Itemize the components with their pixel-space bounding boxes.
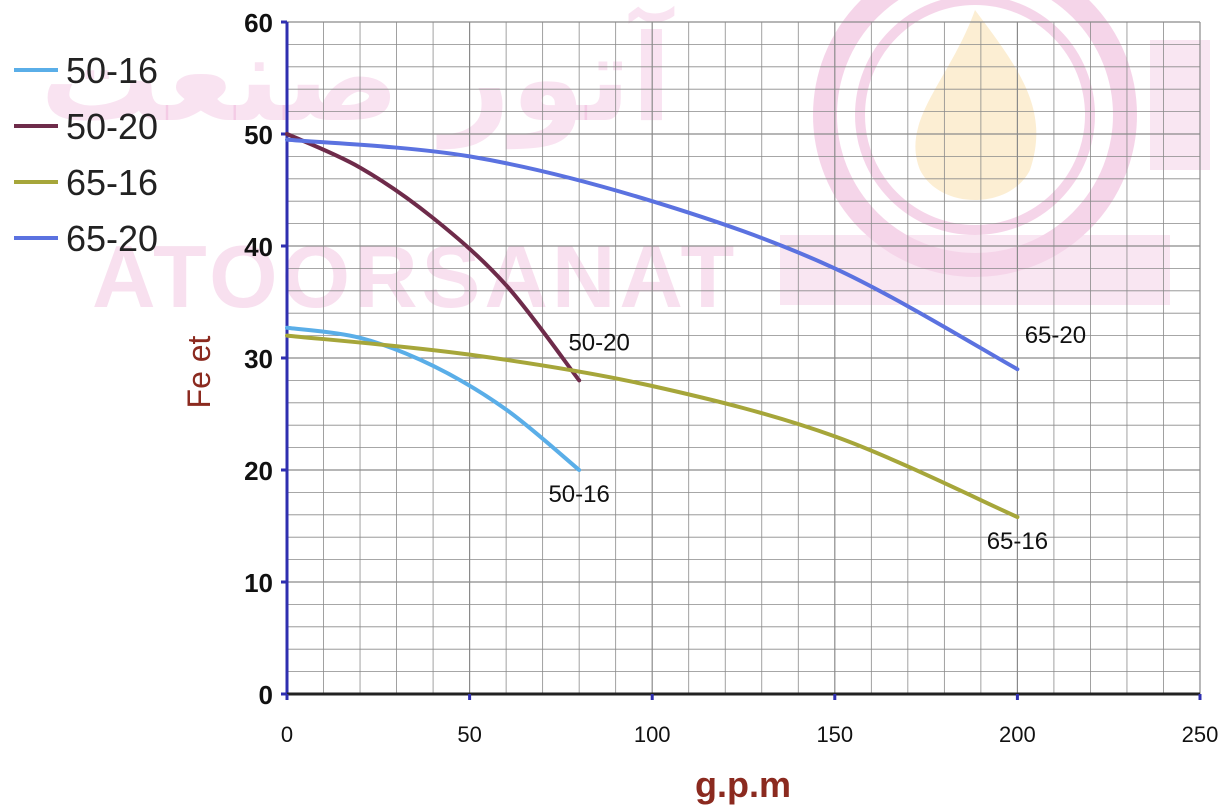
- major-gridlines: [286, 21, 1201, 695]
- y-tick-label: 30: [244, 344, 273, 374]
- y-axis-label: Fe et: [181, 335, 217, 408]
- x-tick-label: 0: [281, 722, 293, 747]
- legend-label: 65-20: [66, 218, 158, 259]
- series-line-65-16: [285, 333, 1020, 520]
- series-end-labels: 50-16 50-20 65-16 65-20: [548, 322, 1086, 555]
- series-end-label: 65-20: [1025, 322, 1086, 349]
- x-tick-label: 200: [999, 722, 1036, 747]
- y-tick-label: 60: [244, 8, 273, 38]
- x-tick-label: 100: [634, 722, 671, 747]
- series-end-label: 65-16: [987, 528, 1048, 555]
- legend-label: 65-16: [66, 162, 158, 203]
- legend: 50-16 50-20 65-16 65-20: [14, 50, 158, 259]
- x-tick-label: 250: [1182, 722, 1219, 747]
- series-line-65-20: [285, 137, 1020, 372]
- legend-label: 50-20: [66, 106, 158, 147]
- series-end-label: 50-20: [568, 329, 629, 356]
- y-tick-label: 40: [244, 232, 273, 262]
- y-tick-label: 50: [244, 120, 273, 150]
- x-tick-label: 150: [816, 722, 853, 747]
- y-tick-labels: 0 10 20 30 40 50 60: [244, 8, 287, 710]
- series-line-50-20: [285, 132, 582, 383]
- y-tick-label: 20: [244, 456, 273, 486]
- y-tick-label: 0: [259, 680, 273, 710]
- legend-label: 50-16: [66, 50, 158, 91]
- series-end-label: 50-16: [548, 481, 609, 508]
- series-lines: [285, 132, 1020, 520]
- x-tick-label: 50: [457, 722, 481, 747]
- y-tick-label: 10: [244, 568, 273, 598]
- series-line-50-16: [285, 325, 582, 472]
- watermark-logo: [780, 0, 1210, 305]
- x-axis-label: g.p.m: [695, 764, 791, 805]
- x-tick-labels: 0 50 100 150 200 250: [281, 694, 1218, 747]
